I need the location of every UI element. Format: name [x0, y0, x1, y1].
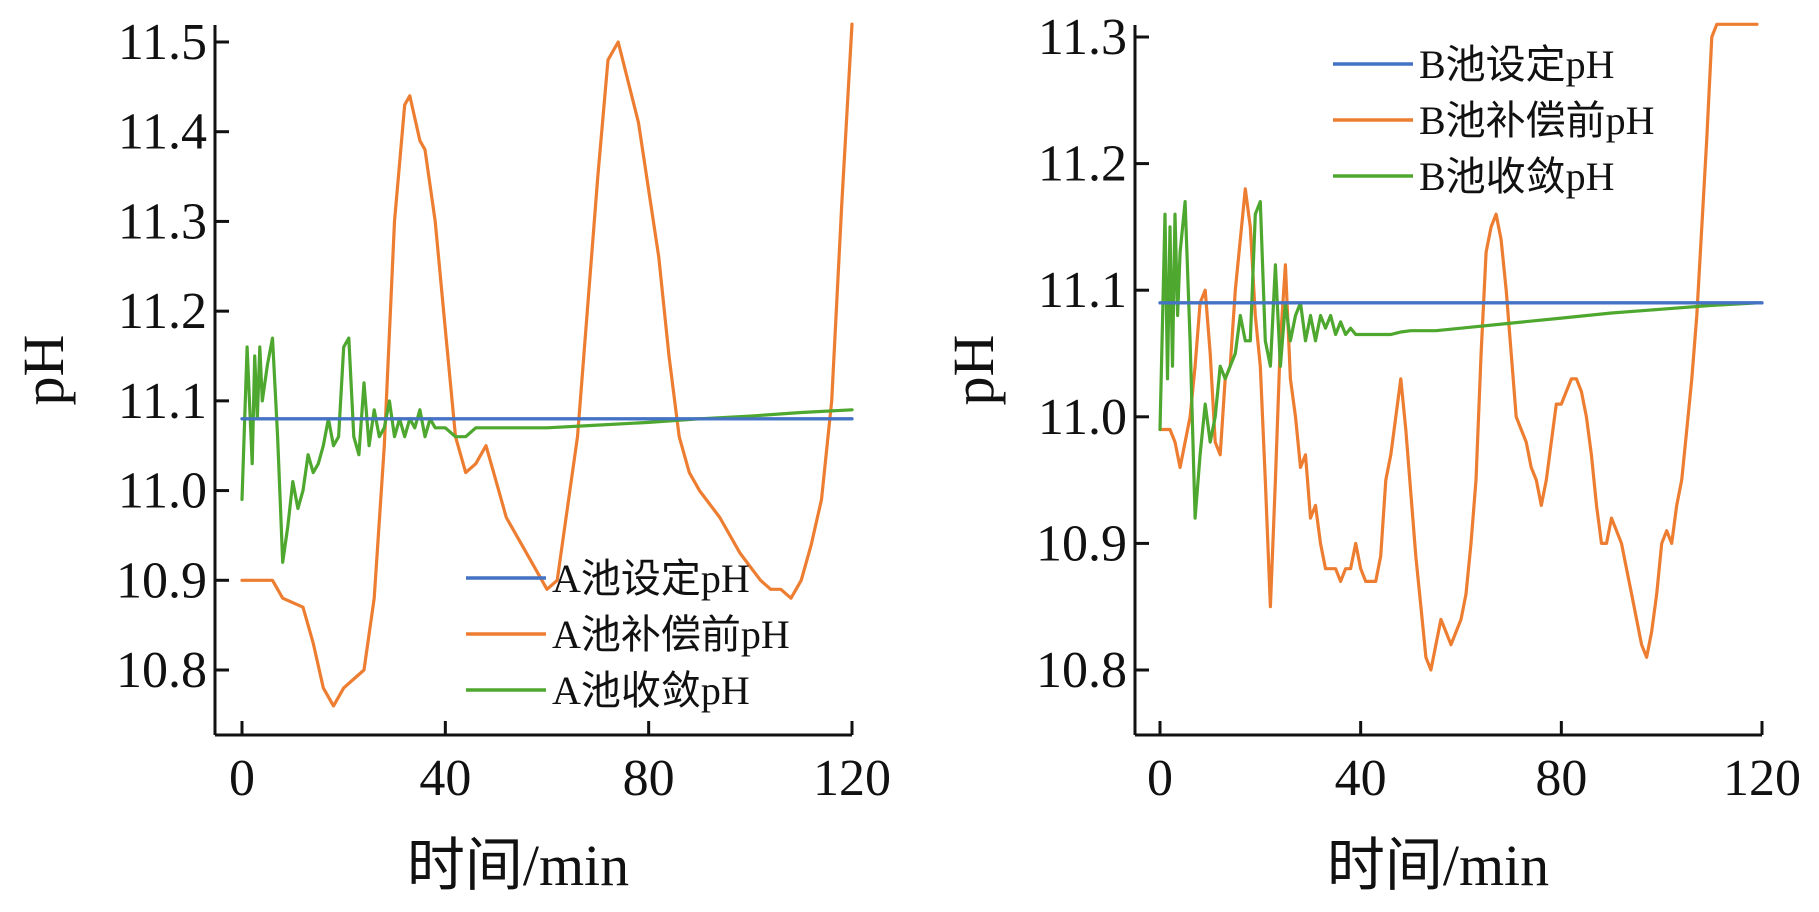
legend-label: A池设定pH	[552, 556, 750, 601]
x-tick-label: 120	[1723, 750, 1801, 807]
x-tick-label: 40	[419, 750, 471, 807]
x-tick-label: 0	[229, 750, 255, 807]
y-tick-label: 11.3	[1038, 9, 1127, 66]
y-tick-label: 11.0	[1038, 389, 1127, 446]
x-tick-label: 80	[1535, 750, 1587, 807]
x-tick-label: 40	[1335, 750, 1387, 807]
y-tick-label: 10.9	[116, 552, 207, 609]
series-line	[1158, 22, 1759, 672]
chart-panel-a: 10.8 10.9 11.0 11.1 11.2 11.3 11.4 11.5 0 40 80 120…	[11, 14, 891, 898]
x-axis-label: 时间/min	[407, 833, 629, 898]
y-tick-label: 11.2	[1038, 136, 1127, 193]
x-tick-label: 80	[623, 750, 675, 807]
legend: A池设定pH A池补偿前pH A池收敛pH	[466, 556, 790, 713]
x-tick-label: 0	[1147, 750, 1173, 807]
y-tick-label: 11.5	[118, 14, 207, 71]
series-line	[1158, 200, 1759, 520]
series-line	[240, 22, 854, 708]
legend-label: B池收敛pH	[1419, 154, 1615, 199]
x-tick-label: 120	[813, 750, 891, 807]
y-tick-label: 11.1	[118, 373, 207, 430]
y-axis-label: pH	[941, 335, 1006, 406]
series-line	[240, 336, 854, 564]
y-tick-label: 11.2	[118, 283, 207, 340]
y-tick-label: 11.3	[118, 193, 207, 250]
y-tick-label: 10.8	[116, 642, 207, 699]
legend-label: B池补偿前pH	[1419, 98, 1655, 143]
y-tick-label: 11.4	[118, 104, 207, 161]
y-tick-label: 11.1	[1038, 262, 1127, 319]
y-tick-label: 10.8	[1036, 642, 1127, 699]
legend: B池设定pH B池补偿前pH B池收敛pH	[1333, 42, 1655, 199]
legend-label: A池补偿前pH	[552, 612, 790, 657]
x-axis-label: 时间/min	[1327, 833, 1549, 898]
legend-label: B池设定pH	[1419, 42, 1615, 87]
y-tick-label: 10.9	[1036, 515, 1127, 572]
y-tick-label: 11.0	[118, 463, 207, 520]
legend-label: A池收敛pH	[552, 668, 750, 713]
chart-panel-b: 10.8 10.9 11.0 11.1 11.2 11.3 0 40 80 120 时间/min pH…	[941, 9, 1801, 898]
y-axis-label: pH	[11, 335, 76, 406]
